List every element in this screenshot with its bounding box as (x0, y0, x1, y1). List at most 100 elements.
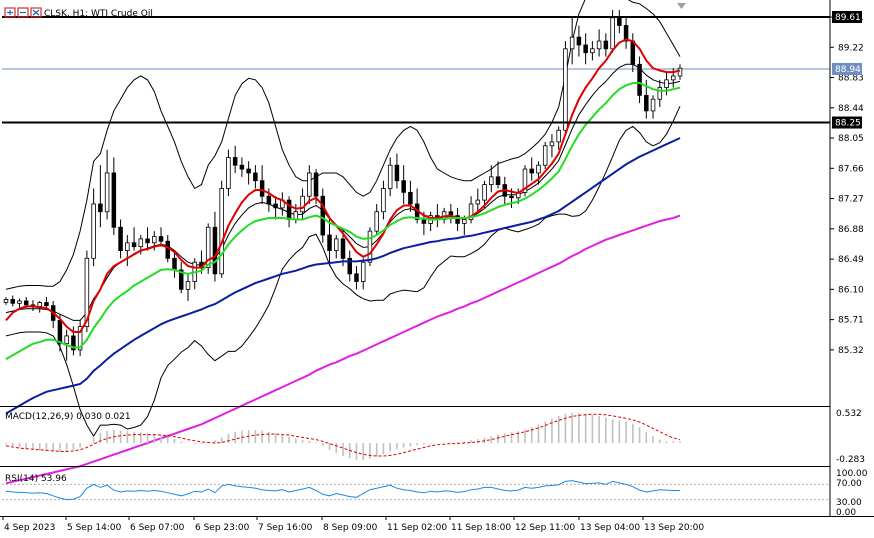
price-label-boxed-text: 88.25 (835, 119, 861, 129)
candle-body (644, 94, 649, 112)
candle-body (138, 238, 144, 248)
time-tick-label: 12 Sep 11:00 (515, 523, 575, 533)
candle-body (542, 145, 548, 166)
candle-body (212, 226, 218, 275)
candle-body (394, 164, 400, 182)
macd-signal-path (5, 413, 681, 457)
rsi-label: RSI(14) 53.96 (5, 474, 67, 484)
candle-body (178, 269, 184, 290)
candle-body (462, 219, 467, 224)
candle-body (23, 300, 29, 306)
candle-body (17, 300, 22, 304)
candle-body (630, 40, 636, 65)
macd-signal-line (5, 413, 681, 457)
candle-body (468, 203, 474, 220)
candle-body (3, 299, 9, 303)
candle-body (320, 195, 326, 236)
candle-body (259, 180, 265, 197)
price-tick-label: 86.88 (838, 225, 864, 235)
shift-marker-icon[interactable] (677, 3, 686, 9)
candle-body (482, 184, 487, 201)
candle-body (37, 302, 42, 307)
candle-body (489, 176, 494, 185)
candle-body (509, 195, 514, 199)
time-tick-label: 6 Sep 07:00 (130, 523, 185, 533)
candle-body (664, 79, 669, 89)
candle-body (57, 319, 63, 345)
candle-body (671, 75, 676, 81)
candle-body (657, 87, 663, 100)
time-tick-label: 13 Sep 20:00 (644, 523, 704, 533)
rsi-tick-30: 30.00 (836, 498, 862, 508)
candle-body (44, 302, 49, 307)
candle-body (158, 236, 164, 242)
candle-body (152, 236, 157, 244)
candle-body (455, 215, 460, 224)
candle-body (563, 48, 568, 131)
rsi-tick-100: 100.00 (836, 469, 868, 479)
candle-body (266, 195, 272, 205)
rsi-tick-70: 70.00 (836, 479, 862, 489)
price-tick-label: 86.10 (838, 285, 864, 295)
candle-body (205, 226, 211, 269)
macd-pane[interactable]: MACD(12,26,9) 0.030 0.021 0.532 -0.283 (5, 409, 865, 465)
candle-body (118, 226, 123, 251)
price-tick-label: 88.83 (838, 74, 864, 84)
rsi-pane[interactable]: RSI(14) 53.96 100.00 70.00 30.00 0.00 (2, 469, 868, 518)
candle-body (387, 164, 393, 189)
time-tick-label: 6 Sep 23:00 (195, 523, 250, 533)
price-pane[interactable] (2, 0, 830, 485)
time-tick-label: 13 Sep 04:00 (580, 523, 640, 533)
candle-body (603, 40, 609, 50)
candle-body (340, 238, 346, 259)
candle-body (300, 195, 305, 213)
macd-label: MACD(12,26,9) 0.030 0.021 (5, 412, 131, 422)
candle-body (313, 172, 319, 197)
price-label-boxed-text: 88.94 (835, 65, 861, 75)
candle-body (77, 326, 83, 351)
rsi-line (5, 480, 680, 501)
rsi-levels (2, 483, 830, 501)
candle-body (10, 299, 15, 304)
price-tick-label: 85.32 (838, 346, 864, 356)
ma-red-line (5, 38, 681, 333)
candle-body (569, 36, 575, 50)
candle-body (637, 63, 642, 96)
rsi-tick-0: 0.00 (836, 508, 856, 518)
time-tick-label: 4 Sep 2023 (4, 523, 55, 533)
candle-body (307, 172, 312, 197)
time-tick-label: 5 Sep 14:00 (67, 523, 122, 533)
candle-body (165, 240, 171, 259)
candle-body (495, 176, 501, 185)
candle-body (360, 261, 366, 282)
candle-body (334, 238, 339, 251)
candle-body (623, 25, 629, 42)
candle-body (374, 211, 379, 232)
candle-body (354, 273, 359, 282)
time-tick-label: 11 Sep 18:00 (451, 523, 511, 533)
price-tick-label: 89.22 (838, 43, 864, 53)
candle-body (111, 172, 117, 228)
candle-body (549, 141, 555, 147)
ma-blue-line (5, 137, 681, 415)
symbol-tools-icon[interactable] (4, 7, 42, 18)
candle-body (145, 238, 150, 244)
candle-body (253, 172, 258, 182)
candle-body (104, 172, 110, 213)
candle-body (583, 44, 588, 54)
price-tick-label: 88.44 (838, 104, 864, 114)
candle-body (367, 230, 373, 263)
candle-body (185, 281, 191, 290)
candle-body (475, 199, 481, 205)
price-axis[interactable]: 89.61 89.22 88.83 88.44 88.05 87.66 87.27 86.88… (829, 0, 864, 516)
candle-body (576, 36, 582, 46)
candle-body (273, 203, 278, 209)
price-tick-label: 87.66 (838, 164, 864, 174)
time-axis[interactable]: 4 Sep 2023 5 Sep 14:00 6 Sep 07:00 6 Sep 23… (2, 516, 704, 533)
candle-body (64, 335, 69, 345)
price-tick-label: 88.05 (838, 134, 864, 144)
candle-body (556, 129, 561, 143)
candle-body (596, 40, 602, 50)
